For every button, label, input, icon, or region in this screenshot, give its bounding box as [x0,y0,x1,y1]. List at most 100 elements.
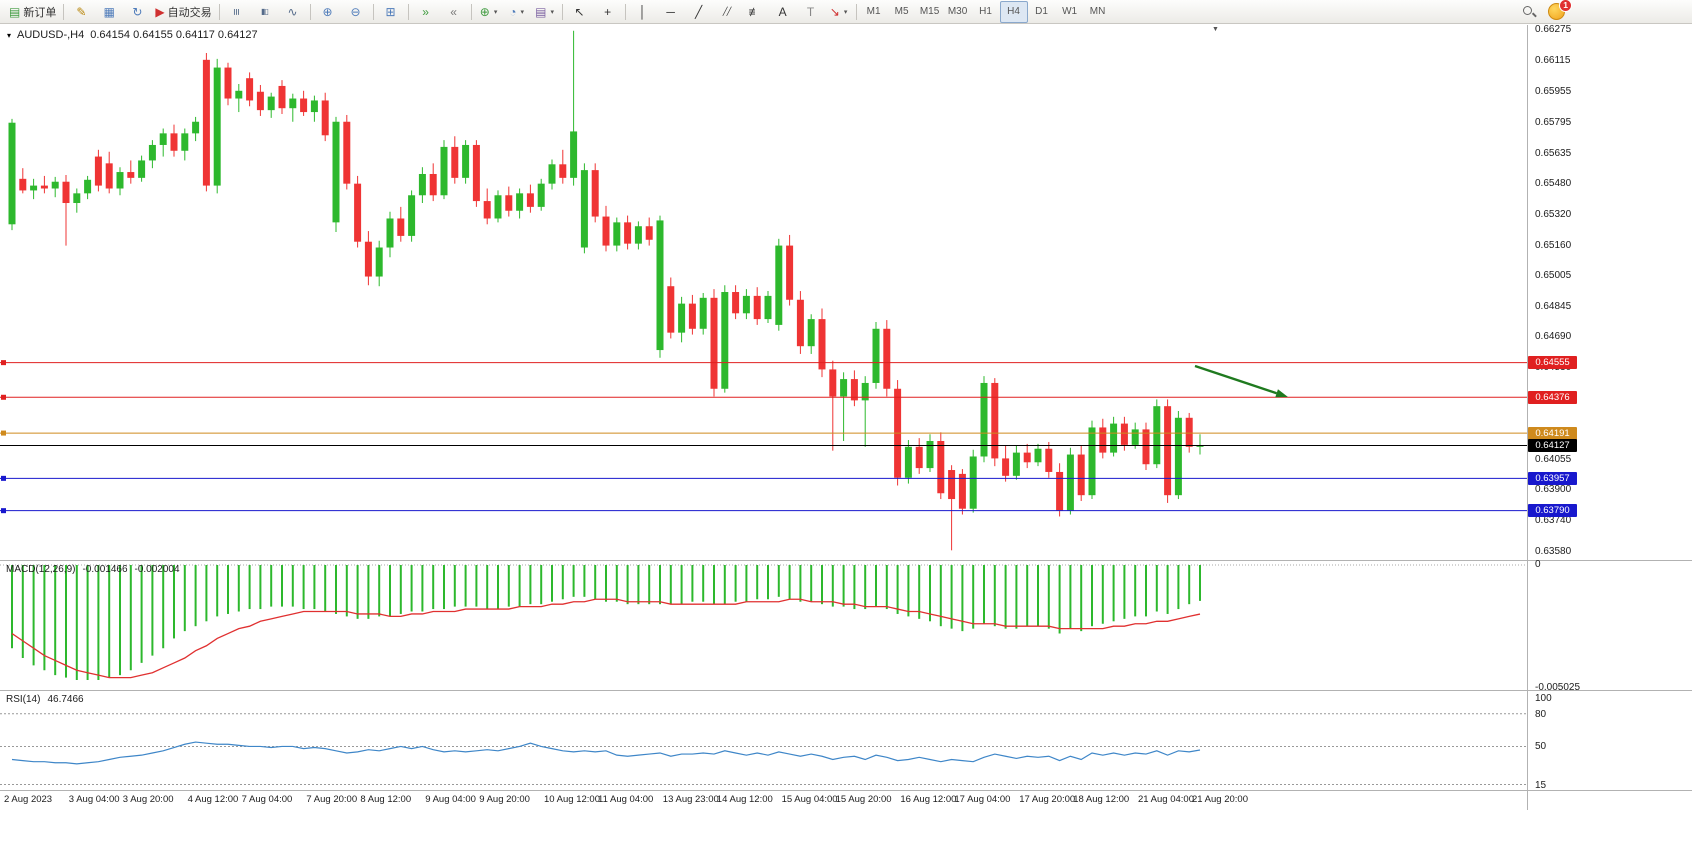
price-axis[interactable]: 0 -0.005025 0.66275 0.66115 0.65955 0.65795… [1528,24,1691,825]
candle [1002,458,1010,476]
time-axis-label: 18 Aug 12:00 [1073,794,1130,805]
candle [202,59,210,186]
candle [343,121,351,184]
trendline-button[interactable]: ╱ [685,1,713,23]
candle [321,100,329,136]
periods-button[interactable]: ◔ ▾ [503,1,531,23]
time-axis-label: 9 Aug 20:00 [479,794,530,805]
arrows-tool-button[interactable]: ↘ ▾ [825,1,853,23]
indicators-button[interactable]: ⊕ ▾ [475,1,503,23]
one-click-trading-toggle-icon[interactable]: ▾ [7,30,12,40]
fibonacci-button[interactable]: ≢ [741,1,769,23]
vertical-line-button[interactable]: │ [629,1,657,23]
time-axis-label: 3 Aug 04:00 [68,794,120,805]
text-label-button[interactable]: T [797,1,825,23]
candles-icon: ▮▯ [261,6,269,16]
search-icon[interactable] [1522,5,1536,19]
candle [462,144,470,178]
time-axis-label: 13 Aug 23:00 [662,794,719,805]
cursor-button[interactable]: ↖ [566,1,594,23]
market-watch-button[interactable]: ▦ [95,1,123,23]
chart-symbol-period: AUDUSD-,H4 [17,29,85,41]
macd-value-signal: -0.002004 [134,564,180,575]
toolbar-right: 1 [1522,0,1692,20]
horizontal-line-button[interactable]: ─ [657,1,685,23]
candle [980,382,988,457]
timeframe-h4-button[interactable]: H4 [999,0,1028,23]
price-chart-canvas[interactable] [0,25,1527,560]
toolbar-left: ▤ 新订单 ✎ ▦ ↻ ▶ 自动交易 ≡ ▮▯ ∿ ⊕ ⊖ ⊞» «⊕ ▾ ◔ ▾ ▤ ▾ ↖ + │ ─ ╱ ╱╱ ≢ A T ↘ ▾ M… [5,0,1112,23]
candle [8,122,16,225]
time-axis-label: 14 Aug 12:00 [716,794,773,805]
chart-ohlc: 0.64154 0.64155 0.64117 0.64127 [90,29,258,41]
chart-shift-marker[interactable]: ▼ [1212,26,1219,33]
candle [246,78,254,101]
price-axis-label: 0.64845 [1535,301,1572,313]
time-axis-label: 10 Aug 12:00 [544,794,600,805]
timeframe-d1-button[interactable]: D1 [1035,6,1048,17]
candle [1142,429,1150,465]
candlestick-chart-type-button[interactable]: ▮▯ [251,1,279,23]
timeframe-m30-button[interactable]: M30 [947,6,968,17]
chart-title: ▾ AUDUSD-,H4 0.64154 0.64155 0.64117 0.6… [7,29,258,41]
candle [958,473,966,509]
panel-splitter[interactable] [0,690,1692,691]
equidistant-channel-button[interactable]: ╱╱ [713,1,741,23]
candle [1088,427,1096,496]
candle [1023,452,1031,463]
candle [192,121,200,134]
refresh-button[interactable]: ↻ [123,1,151,23]
metaeditor-button[interactable]: ✎ [67,1,95,23]
toolbar-separator [855,3,857,20]
arrow-annotation[interactable] [1194,364,1277,395]
rsi-panel-canvas[interactable] [0,692,1527,790]
line-chart-type-button[interactable]: ∿ [279,1,307,23]
timeframe-w1-button[interactable]: W1 [1062,6,1078,17]
timeframe-mn-button[interactable]: MN [1089,6,1106,17]
macd-axis-min-label: -0.005025 [1535,682,1581,693]
toolbar: ▤ 新订单 ✎ ▦ ↻ ▶ 自动交易 ≡ ▮▯ ∿ ⊕ ⊖ ⊞» «⊕ ▾ ◔ ▾ ▤ ▾ ↖ + │ ─ ╱ ╱╱ ≢ A T ↘ ▾ M… [0,0,1692,24]
candle [386,218,394,248]
price-axis-label: 0.65160 [1535,240,1572,252]
candle [127,172,135,178]
candle [678,303,686,333]
crosshair-button[interactable]: + [594,1,622,23]
zoom-in-button[interactable]: ⊕ [314,1,342,23]
new-order-button[interactable]: ▤ 新订单 [5,1,60,23]
autotrading-button[interactable]: ▶ 自动交易 [151,1,215,23]
tile-windows-button[interactable]: ⊞ [377,1,405,23]
panel-splitter[interactable] [0,560,1692,561]
candle [656,220,664,351]
templates-button[interactable]: ▤ ▾ [531,1,559,23]
price-line-tag: 0.64555 [1528,356,1577,370]
time-axis-label: 15 Aug 04:00 [781,794,838,805]
candle [688,303,696,329]
rsi-indicator-label: RSI(14) 46.7466 [6,694,84,705]
chart-shift-button[interactable]: « [440,1,468,23]
axis-divider [1527,25,1528,810]
crosshair-icon: + [604,4,612,19]
template-icon: ▤ [535,4,547,19]
candle [224,67,232,99]
candle [526,193,534,207]
timeframe-m15-button[interactable]: M15 [919,6,940,17]
timeframe-m1-button[interactable]: M1 [866,6,881,17]
time-axis-label: 21 Aug 20:00 [1192,794,1248,805]
rsi-name: RSI(14) [6,694,41,705]
toolbar-separator [218,3,220,20]
time-axis[interactable]: 2 Aug 2023 3 Aug 04:00 3 Aug 20:00 4 Aug 12… [0,792,1527,808]
candle [235,90,243,99]
timeframe-h1-button[interactable]: H1 [979,6,992,17]
macd-panel-canvas[interactable] [0,562,1527,690]
candle [537,183,545,207]
candle [256,91,264,111]
zoom-out-button[interactable]: ⊖ [342,1,370,23]
bar-chart-type-button[interactable]: ≡ [223,1,251,23]
text-button[interactable]: A [769,1,797,23]
notification-icon[interactable]: 1 [1548,0,1572,20]
auto-scroll-button[interactable]: » [412,1,440,23]
timeframe-m5-button[interactable]: M5 [894,6,909,17]
candle [1196,445,1204,447]
candle [138,160,146,178]
price-axis-label: 0.65005 [1535,270,1572,282]
